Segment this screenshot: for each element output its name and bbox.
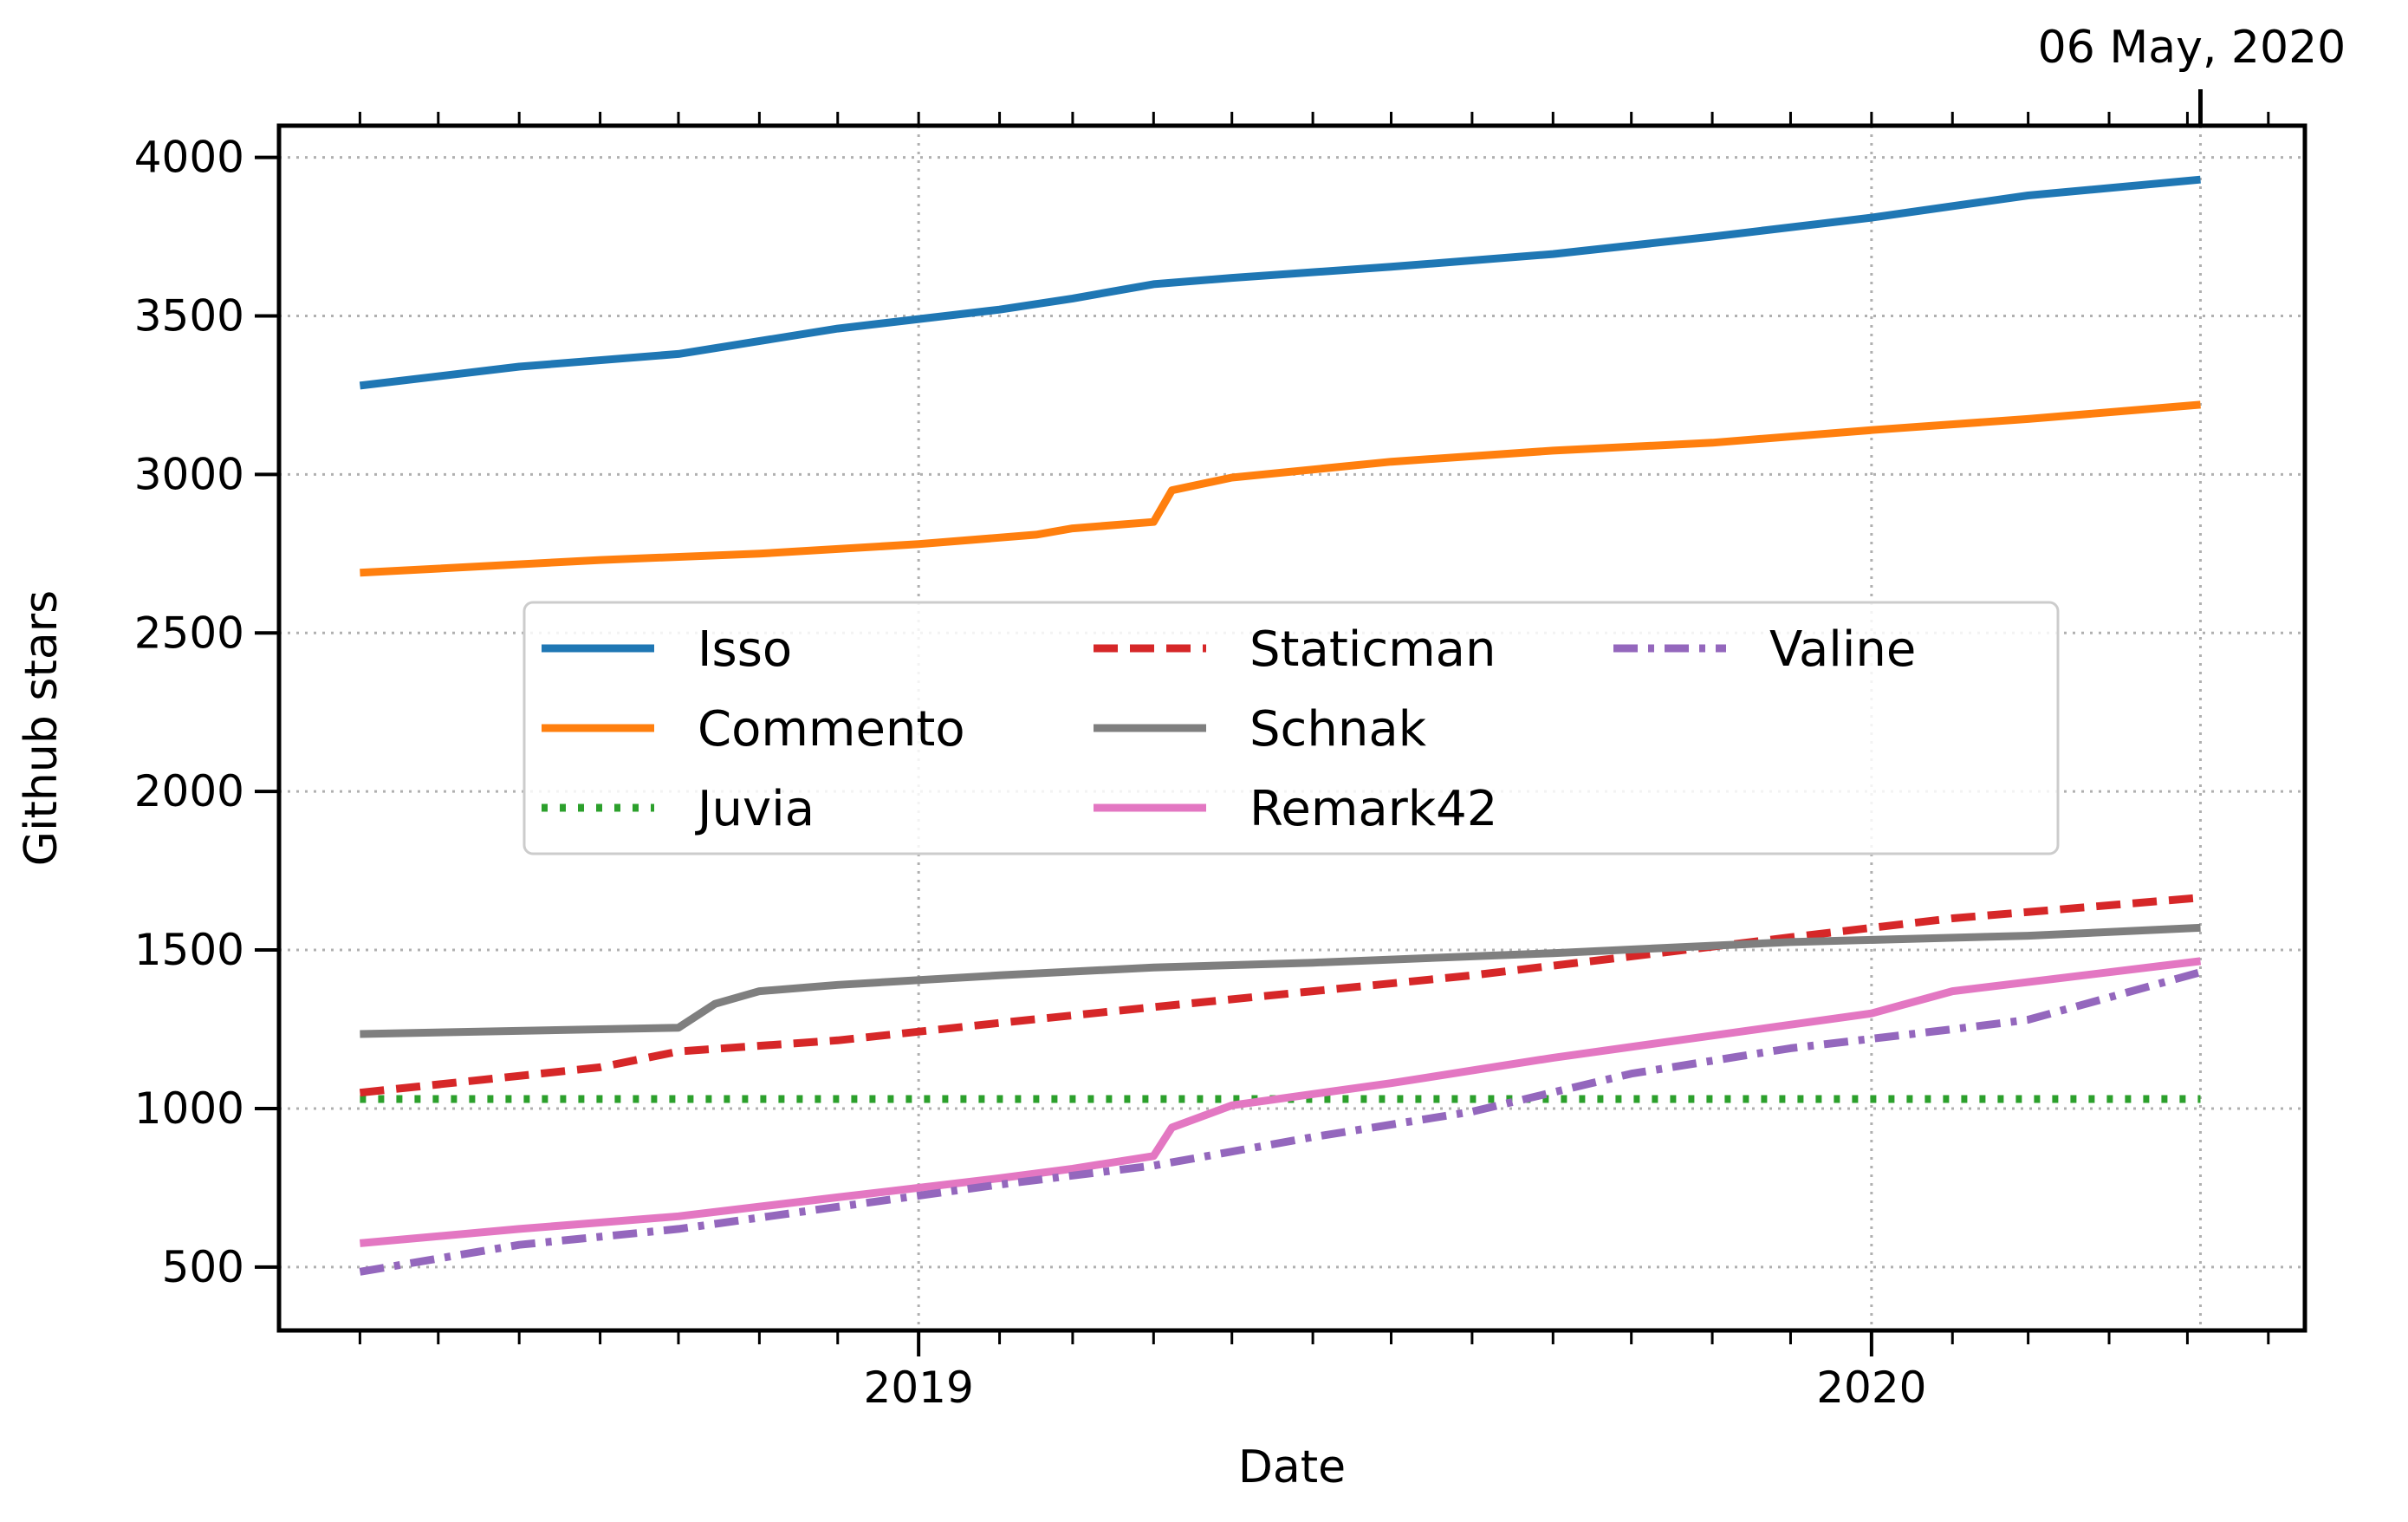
legend-label-isso: Isso	[698, 621, 792, 678]
legend-box	[522, 601, 2060, 855]
series-line-isso	[359, 175, 2201, 390]
y-axis-title: Github stars	[16, 590, 68, 866]
plot-frame	[276, 123, 2307, 1333]
series-lines	[359, 175, 2202, 1276]
series-line-valine	[359, 968, 2202, 1276]
y-tick-label: 3000	[134, 449, 244, 499]
y-tick-label: 4000	[134, 133, 244, 183]
legend-label-schnak: Schnak	[1249, 701, 1427, 758]
y-tick-label: 3500	[134, 290, 244, 341]
legend: Isso Commento Juvia Staticman Schnak Remark42…	[522, 601, 2060, 855]
date-annotation: 06 May, 2020	[2038, 22, 2346, 74]
y-tick-label: 1000	[134, 1083, 244, 1134]
y-tick-label: 500	[162, 1242, 244, 1292]
y-tick-label: 2000	[134, 766, 244, 816]
series-line-schnak	[360, 923, 2201, 1038]
grid-lines	[279, 126, 2305, 1330]
series-line-commento	[360, 400, 2201, 577]
legend-label-juvia: Juvia	[695, 781, 815, 837]
series-line-staticman	[359, 894, 2201, 1097]
x-tick-label: 2019	[864, 1363, 974, 1413]
legend-label-remark42: Remark42	[1249, 781, 1497, 837]
y-tick-label: 1500	[134, 925, 244, 975]
axes: 500 1000 1500 2000 2500 3000 3500 4000 2019 2020	[134, 89, 2270, 1413]
legend-label-staticman: Staticman	[1249, 621, 1496, 678]
legend-label-valine: Valine	[1769, 621, 1916, 678]
series-line-remark42	[359, 957, 2202, 1247]
x-axis-title: Date	[1238, 1441, 1346, 1493]
legend-label-commento: Commento	[698, 701, 965, 758]
x-tick-label: 2020	[1816, 1363, 1926, 1413]
y-tick-label: 2500	[134, 608, 244, 658]
